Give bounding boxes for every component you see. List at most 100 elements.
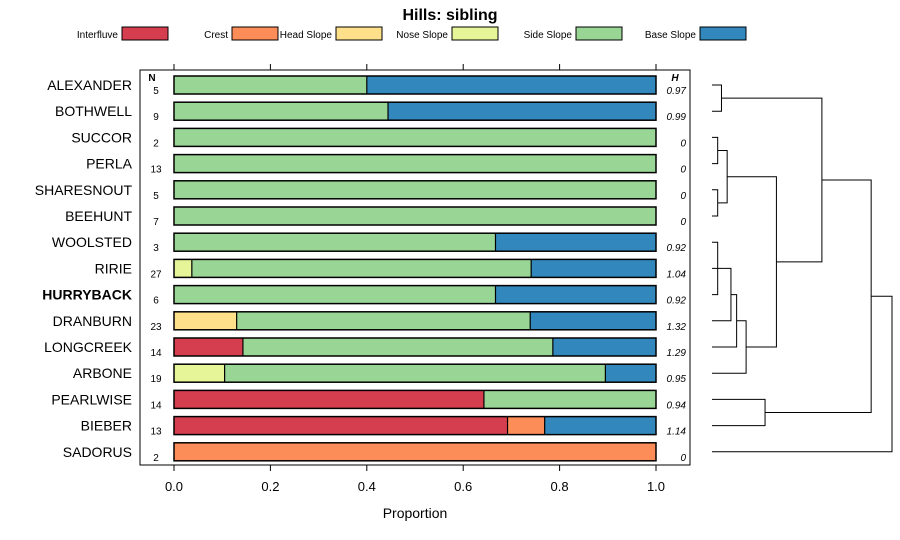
bar-outline [173,311,657,331]
row-label: PEARLWISE [51,391,132,407]
bar-outline [173,101,657,121]
bar-row: RIRIE 27 1.04 [95,258,687,280]
n-value: 14 [150,348,162,359]
n-value: 6 [153,296,159,307]
legend-label: Side Slope [524,30,573,41]
bar-segment [174,154,656,173]
bar-segment [174,259,192,278]
bar-row: ARBONE 19 0.95 [73,363,687,385]
dendrogram-branch [712,267,732,322]
row-label: ALEXANDER [47,77,132,93]
bar-segment [236,311,531,330]
bar-segment [531,259,656,278]
bar-outline [173,415,657,436]
legend-swatch [335,26,383,41]
bar-segment [242,338,553,356]
row-label: SADORUS [63,444,132,460]
n-value: 9 [153,112,159,123]
h-value: 0.92 [667,243,687,254]
h-value: 1.29 [667,348,687,359]
legend-swatch [575,26,623,41]
bar-segment [174,416,508,435]
x-axis: 0.0 0.2 0.4 0.6 0.8 1.0 [165,64,665,494]
row-label: BEEHUNT [65,208,132,224]
h-value: 1.32 [667,322,687,333]
row-label: LONGCREEK [44,339,133,355]
bar-row: BIEBER 13 1.14 [81,415,687,438]
bar-row: WOOLSTED 3 0.92 [52,232,687,254]
legend-label: Head Slope [280,30,333,41]
dendrogram-branch [712,136,719,165]
n-value: 3 [153,243,159,254]
legend-label: Interfluve [77,30,119,41]
n-value: 27 [150,269,162,280]
bar-segment [174,285,496,304]
h-value: 0 [680,165,686,176]
row-label: SUCCOR [71,129,132,145]
bar-row: SADORUS 2 0 [63,442,686,464]
bar-segment [174,102,389,121]
bar-segment [544,416,656,435]
legend-label: Crest [204,30,228,41]
x-tick-label: 0.8 [551,479,569,494]
n-value: 5 [153,86,159,97]
n-value: 13 [150,165,162,176]
bar-outline [173,337,657,357]
bar-outline [173,127,657,148]
bar-segment [191,259,532,278]
bar-row: SHARESNOUT 5 0 [35,180,686,202]
x-tick-label: 0.2 [261,479,279,494]
legend-label: Nose Slope [396,30,448,41]
x-tick-label: 0.0 [165,479,183,494]
bar-segment [605,364,656,383]
bar-segment [224,364,606,383]
n-value: 5 [153,191,159,202]
n-value: 19 [150,374,162,385]
legend-swatch [121,26,169,41]
bar-row: PERLA 13 0 [86,153,686,176]
dendrogram-branch [712,84,722,112]
x-tick-label: 0.6 [454,479,472,494]
x-tick-label: 1.0 [647,479,665,494]
bar-segment [495,285,656,304]
h-column-header: H [671,73,679,84]
h-value: 1.04 [667,269,687,280]
bar-outline [173,232,657,252]
row-label: ARBONE [73,365,132,381]
h-value: 0.99 [667,112,687,123]
n-value: 13 [150,427,162,438]
bar-segment [483,390,656,409]
h-value: 0.94 [667,400,687,411]
dendrogram-branch [712,189,719,217]
n-column-header: N [148,73,155,84]
bar-row: DRANBURN 23 1.32 [53,311,687,333]
row-label: HURRYBACK [42,287,132,303]
legend-swatch [451,26,499,41]
h-value: 1.14 [667,427,687,438]
h-value: 0 [680,453,686,464]
dendrogram-branch [712,320,747,374]
bar-outline [173,363,657,383]
dendrogram-branch [765,179,872,413]
bar-segment [174,76,367,94]
bar-segment [174,338,243,356]
dendrogram-branch [721,97,823,263]
bar-row: SUCCOR 2 0 [71,127,686,149]
row-label: DRANBURN [53,313,132,329]
bar-segment [174,233,496,252]
bar-row: HURRYBACK 6 0.92 [42,284,686,307]
dendrogram-branch [712,398,766,427]
h-value: 0.97 [667,86,687,97]
bar-segment [530,311,656,330]
bar-segment [495,233,656,252]
bar-row: PEARLWISE 14 0.94 [51,389,687,411]
x-tick-label: 0.4 [358,479,376,494]
row-label: WOOLSTED [52,234,132,250]
bar-segment [174,128,656,147]
bar-outline [173,442,657,462]
bar-segment [174,390,484,409]
row-label: RIRIE [95,260,132,276]
h-value: 0.95 [667,374,687,385]
